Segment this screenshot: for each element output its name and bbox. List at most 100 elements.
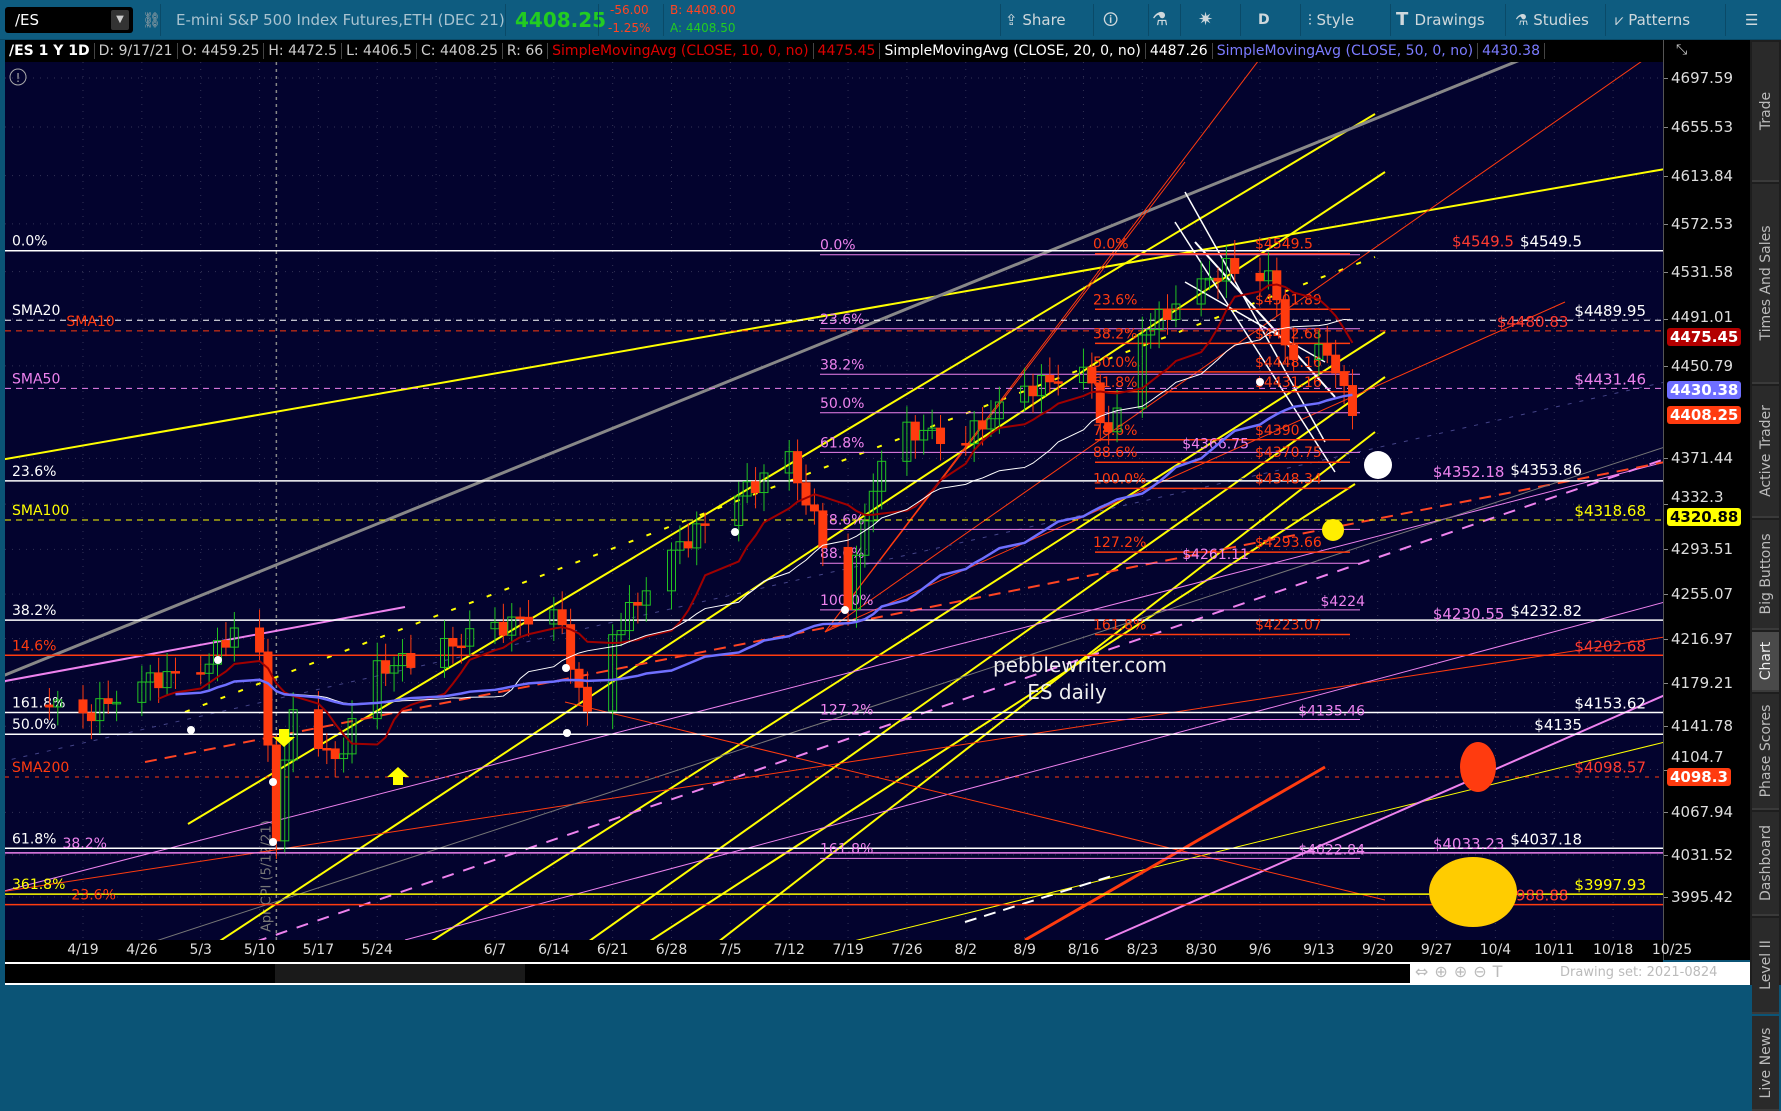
sidebar-tab-trade[interactable]: Trade — [1752, 42, 1779, 182]
sma20-label[interactable]: SimpleMovingAvg (CLOSE, 20, 0, no) — [880, 43, 1146, 59]
price-level-label: $4489.95 — [1574, 302, 1646, 320]
fib-label-red: 0.0% — [1093, 237, 1129, 253]
candle-body — [700, 523, 710, 526]
date-tick: 8/30 — [1185, 942, 1217, 958]
autoscale-icon[interactable]: ⤡ — [1676, 42, 1688, 58]
candle-body — [1322, 343, 1332, 356]
sma20-line — [175, 318, 1353, 705]
white-circle-marker — [1364, 451, 1392, 479]
candle-body — [440, 637, 450, 668]
fib-value: $4366.75 — [1182, 436, 1249, 452]
candle-body — [936, 427, 946, 445]
price-level-label: $4549.5 — [1520, 233, 1582, 251]
date-axis[interactable]: 4/19 4/26 5/3 5/10 5/17 5/24 6/7 6/14 6/21 6/28 7/… — [5, 940, 1692, 962]
fib-label: 0.0% — [820, 238, 856, 254]
candle-body — [1289, 344, 1299, 360]
price-axis[interactable]: ⤡ 4697.59 4655.53 4613.84 4572.53 4531.58 449… — [1663, 40, 1750, 960]
sidebar-tab-chart[interactable]: Chart — [1752, 632, 1779, 692]
crosshair-icon[interactable]: ⊕ — [1434, 962, 1454, 981]
candle-body — [566, 624, 576, 670]
zoom-out-icon[interactable]: ⊖ — [1473, 962, 1493, 981]
price-tick: 4141.78 — [1671, 717, 1734, 736]
period-button[interactable]: D — [1258, 12, 1270, 28]
fib-label: 78.6% — [820, 512, 864, 528]
candle-body — [759, 472, 769, 494]
candle-body — [801, 482, 811, 506]
sidebar-tab-big-buttons[interactable]: Big Buttons — [1752, 520, 1779, 630]
date-tick: 8/2 — [954, 942, 978, 958]
date-tick: 9/27 — [1420, 942, 1453, 958]
price-chart[interactable]: Apr CPI (5/12/21) 0.0% SMA20 SMA10 SMA50 23.6… — [5, 62, 1663, 940]
sidebar-tab-level-ii[interactable]: Level II — [1752, 918, 1779, 1014]
candle-body — [961, 443, 971, 446]
dot-marker — [562, 664, 570, 672]
candle-body — [1104, 422, 1114, 433]
trendline — [824, 62, 1259, 633]
price-level-label: $4232.82 — [1510, 602, 1582, 620]
candle-body — [1028, 385, 1038, 397]
candle-body — [1280, 299, 1290, 346]
symbol-selector[interactable]: /ES ▼ — [5, 7, 133, 33]
price-tick: 4332.3 — [1671, 488, 1724, 507]
pan-icon[interactable]: ⇔ — [1415, 962, 1435, 981]
candle-body — [1137, 334, 1147, 409]
text-icon[interactable]: T — [1492, 962, 1509, 981]
chart-canvas[interactable]: Apr CPI (5/12/21)0.0%SMA20SMA10SMA5023.6… — [5, 62, 1663, 940]
patterns-button[interactable]: ⩗ Patterns — [1615, 0, 1690, 40]
alert-icon-glyph: ! — [16, 71, 21, 85]
price-level-label: $4202.68 — [1574, 637, 1646, 655]
date-tick: 7/5 — [719, 942, 742, 958]
share-button[interactable]: ⇪ Share — [1005, 0, 1066, 40]
style-button[interactable]: ⫶ Style — [1308, 0, 1354, 40]
dot-marker — [269, 838, 277, 846]
sma10-value: 4475.45 — [813, 43, 881, 59]
sidebar-tab-phase-scores[interactable]: Phase Scores — [1752, 694, 1779, 810]
candle-body — [313, 709, 323, 750]
link-icon[interactable]: ⛓ — [142, 11, 162, 29]
price-tick: 4104.7 — [1671, 748, 1724, 766]
candle-body — [624, 602, 634, 632]
price-tick: 4067.94 — [1671, 803, 1734, 822]
candle-body — [986, 418, 996, 430]
flask-icon[interactable]: ⚗ — [1152, 9, 1169, 30]
candle-body — [498, 621, 508, 636]
candle-body — [574, 668, 584, 688]
chevron-down-icon[interactable]: ▼ — [111, 10, 129, 30]
sma50-label[interactable]: SimpleMovingAvg (CLOSE, 50, 0, no) — [1212, 43, 1479, 59]
zoom-in-icon[interactable]: ⊕ — [1453, 962, 1474, 981]
bar-low: L: 4406.5 — [342, 43, 418, 59]
zoom-tools[interactable]: ⇔⊕⊕⊖T — [1415, 962, 1508, 981]
drawing-set-label[interactable]: Drawing set: 2021-0824 — [1560, 965, 1718, 980]
info-icon[interactable]: 🛈 — [1103, 11, 1119, 29]
sidebar-tab-dashboard[interactable]: Dashboard — [1752, 812, 1779, 916]
bar-high: H: 4472.5 — [264, 43, 343, 59]
trendline — [1104, 694, 1663, 940]
fib-label-red: 38.2% — [1093, 326, 1137, 342]
date-tick: 7/26 — [891, 942, 923, 958]
sma10-label[interactable]: SimpleMovingAvg (CLOSE, 10, 0, no) — [548, 43, 814, 59]
price-level-label: $3997.93 — [1574, 876, 1646, 894]
drawings-button[interactable]: T Drawings — [1396, 0, 1485, 40]
level-label: SMA50 — [12, 371, 60, 387]
studies-button[interactable]: ⚗ Studies — [1515, 0, 1589, 40]
price-tick: 4179.21 — [1671, 673, 1734, 692]
scrollbar-thumb[interactable] — [275, 964, 525, 983]
gear-icon[interactable]: ✷ — [1198, 9, 1214, 30]
horizontal-scrollbar[interactable] — [5, 964, 1410, 983]
text-tool-icon: T — [1396, 9, 1415, 30]
trendline — [1174, 221, 1336, 473]
menu-icon[interactable]: ☰ — [1745, 11, 1759, 29]
dot-marker — [731, 528, 739, 536]
fib-value-red: $4448.16 — [1255, 355, 1322, 371]
candle-body — [1230, 258, 1240, 274]
sidebar-tab-times-and-sales[interactable]: Times And Sales — [1752, 184, 1779, 384]
candle-body — [994, 401, 1004, 420]
candle-body — [1036, 374, 1046, 397]
candle-body — [692, 523, 702, 549]
candle-body — [347, 718, 357, 755]
candle-body — [851, 554, 861, 610]
sidebar-tab-live-news[interactable]: Live News — [1752, 1016, 1779, 1111]
candle-body — [515, 616, 525, 620]
date-tick: 5/24 — [361, 942, 393, 958]
sidebar-tab-active-trader[interactable]: Active Trader — [1752, 386, 1779, 518]
